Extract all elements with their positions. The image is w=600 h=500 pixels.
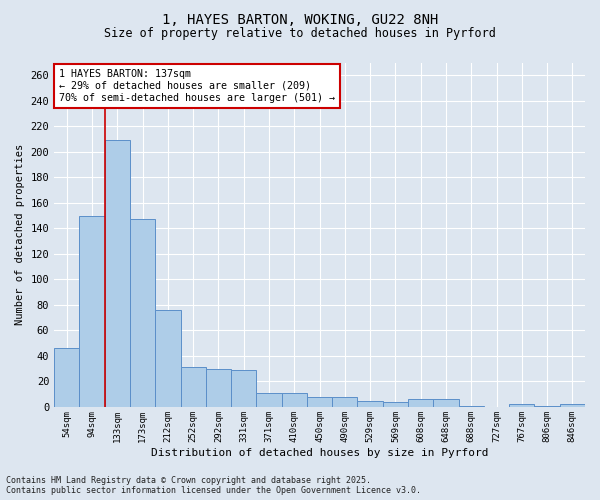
Y-axis label: Number of detached properties: Number of detached properties (15, 144, 25, 326)
Bar (408, 400, 433, 407)
Bar (560, 404, 585, 407)
Bar (358, 400, 383, 407)
Bar (79, 216, 105, 407)
Text: Contains HM Land Registry data © Crown copyright and database right 2025.
Contai: Contains HM Land Registry data © Crown c… (6, 476, 421, 495)
Bar (332, 396, 358, 407)
Bar (433, 400, 458, 407)
Bar (231, 370, 256, 407)
Bar (181, 368, 206, 407)
Bar (383, 402, 408, 407)
Text: 1 HAYES BARTON: 137sqm
← 29% of detached houses are smaller (209)
70% of semi-de: 1 HAYES BARTON: 137sqm ← 29% of detached… (59, 70, 335, 102)
Bar (509, 404, 535, 407)
X-axis label: Distribution of detached houses by size in Pyrford: Distribution of detached houses by size … (151, 448, 488, 458)
Bar (54, 348, 79, 407)
Bar (105, 140, 130, 407)
Bar (307, 396, 332, 407)
Bar (206, 368, 231, 407)
Text: Size of property relative to detached houses in Pyrford: Size of property relative to detached ho… (104, 28, 496, 40)
Bar (256, 393, 281, 407)
Text: 1, HAYES BARTON, WOKING, GU22 8NH: 1, HAYES BARTON, WOKING, GU22 8NH (162, 12, 438, 26)
Bar (281, 393, 307, 407)
Bar (535, 406, 560, 407)
Bar (458, 406, 484, 407)
Bar (130, 220, 155, 407)
Bar (155, 310, 181, 407)
